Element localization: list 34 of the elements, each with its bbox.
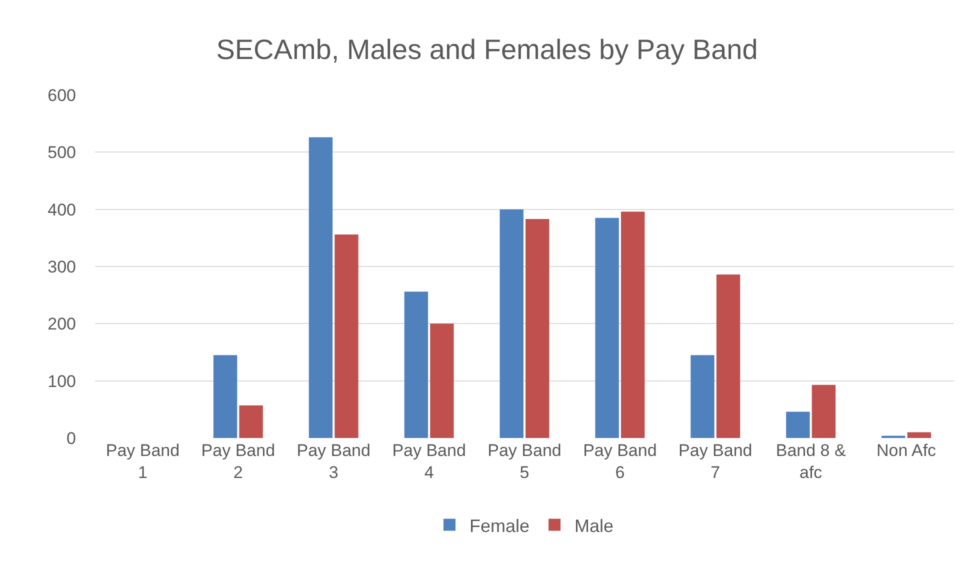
y-tick-label: 300 bbox=[48, 257, 76, 276]
x-tick-label: Pay Band 6 bbox=[583, 441, 657, 482]
x-tick-label: Pay Band 5 bbox=[488, 441, 562, 482]
y-tick-label: 500 bbox=[48, 143, 76, 162]
x-tick-label: Pay Band 7 bbox=[678, 441, 752, 482]
bar bbox=[907, 432, 932, 438]
x-tick-label: Pay Band 2 bbox=[201, 441, 276, 482]
bar bbox=[308, 137, 333, 438]
bar bbox=[786, 412, 810, 438]
bar bbox=[690, 355, 714, 438]
bar bbox=[239, 405, 263, 438]
y-tick-label: 600 bbox=[48, 86, 76, 105]
y-tick-label: 200 bbox=[48, 314, 76, 334]
bar bbox=[526, 219, 550, 438]
bar bbox=[430, 324, 454, 438]
legend-label: Male bbox=[574, 516, 614, 536]
bar bbox=[716, 274, 740, 438]
x-tick-label: Band 8 & afc bbox=[776, 441, 846, 482]
x-tick-label: Pay Band 3 bbox=[296, 441, 370, 482]
bar bbox=[213, 355, 238, 438]
x-tick-label: Pay Band 4 bbox=[392, 441, 466, 482]
x-tick-label: Pay Band 1 bbox=[106, 441, 180, 482]
x-tick-label: Non Afc bbox=[876, 441, 937, 460]
y-tick-label: 400 bbox=[48, 200, 76, 220]
bar bbox=[404, 292, 428, 438]
bar bbox=[812, 384, 836, 438]
bar bbox=[595, 218, 619, 438]
bar bbox=[620, 212, 645, 438]
y-tick-label: 100 bbox=[48, 372, 76, 391]
legend-label: Female bbox=[470, 516, 530, 536]
y-tick-label: 0 bbox=[66, 428, 76, 448]
bar bbox=[500, 209, 524, 438]
bar bbox=[334, 234, 358, 438]
chart-title: SECAmb, Males and Females by Pay Band bbox=[216, 34, 758, 66]
